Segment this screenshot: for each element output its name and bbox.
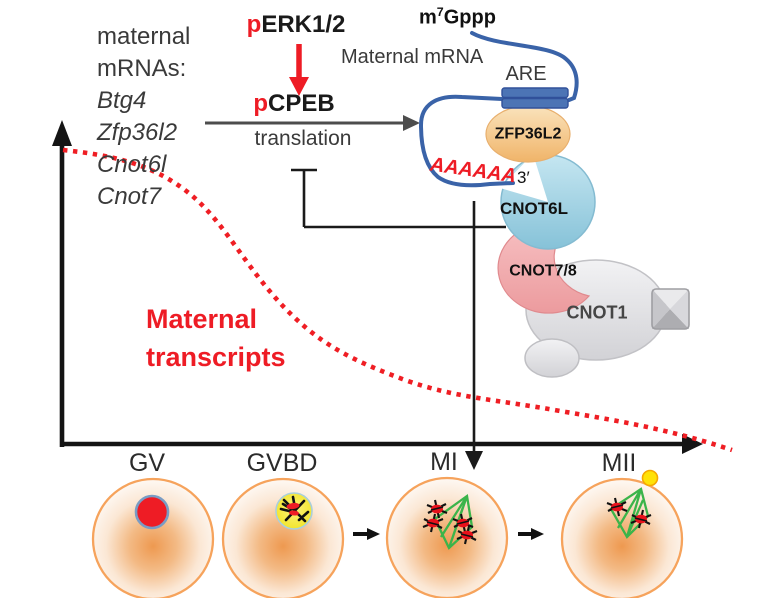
stage-label-gvbd: GVBD <box>246 449 318 477</box>
polar-body <box>641 469 659 487</box>
perk-activation-arrow <box>289 44 309 96</box>
oocyte-mi <box>385 476 509 598</box>
cnot7-8-label: CNOT7/8 <box>509 262 577 280</box>
cnot1-box <box>651 288 690 330</box>
cnot6l-label: CNOT6L <box>500 199 568 219</box>
maternal-mrnas-heading-1: maternal <box>97 23 191 50</box>
cap-suffix: Gppp <box>443 6 496 29</box>
mi-timing-arrow <box>465 201 483 470</box>
oocyte-gv <box>91 477 215 598</box>
gene-btg4: Btg4 <box>97 87 147 114</box>
mii-chromosomes <box>606 497 652 529</box>
pcpeb-label: pCPEB <box>253 91 334 116</box>
cap-base: m <box>419 6 437 29</box>
gene-cnot7: Cnot7 <box>97 183 162 210</box>
y-axis <box>52 120 72 447</box>
inhibition-tbar <box>291 168 506 229</box>
gene-cnot6l: Cnot6l <box>97 151 167 178</box>
curve-label-line2: transcripts <box>146 342 286 372</box>
maternal-mrna-label: Maternal mRNA <box>341 46 484 68</box>
stage-label-gv: GV <box>128 449 166 477</box>
pcpeb-prefix: p <box>253 90 268 117</box>
perk-label: pERK1/2 <box>247 12 346 37</box>
mi-spindle <box>433 493 474 550</box>
stage-arrow-mi-mii <box>518 528 544 540</box>
curve-label-line1: Maternal <box>146 304 258 334</box>
perk-prefix: p <box>246 11 262 38</box>
gv-nucleus <box>134 494 170 530</box>
mrna-strand <box>418 31 579 188</box>
cnot6l-shape <box>500 154 596 250</box>
gene-zfp36l2: Zfp36l2 <box>97 119 178 146</box>
translation-arrow <box>205 115 420 131</box>
cnot1-label: CNOT1 <box>566 302 628 323</box>
pcpeb-name: CPEB <box>267 90 335 117</box>
gvbd-chromatin <box>275 492 313 530</box>
stage-label-mii: MII <box>601 449 637 477</box>
x-axis <box>60 434 703 454</box>
stage-arrow-gvbd-mi <box>353 528 380 540</box>
cnot1-subunit <box>524 338 580 378</box>
maternal-mrnas-heading-2: mRNAs: <box>97 55 187 82</box>
zfp36l2-label: ZFP36L2 <box>494 125 562 143</box>
perk-name: ERK1/2 <box>261 11 346 38</box>
are-element <box>501 87 569 109</box>
cap-label: m7Gppp <box>419 5 496 29</box>
stage-label-mi: MI <box>430 448 458 476</box>
three-prime-label: 3′ <box>517 168 530 187</box>
oocyte-mii <box>560 469 684 598</box>
oocyte-gvbd <box>221 477 345 598</box>
translation-label: translation <box>254 127 352 150</box>
mi-chromosomes <box>422 499 478 545</box>
cap-superscript: 7 <box>436 5 444 19</box>
are-label: ARE <box>505 63 547 85</box>
